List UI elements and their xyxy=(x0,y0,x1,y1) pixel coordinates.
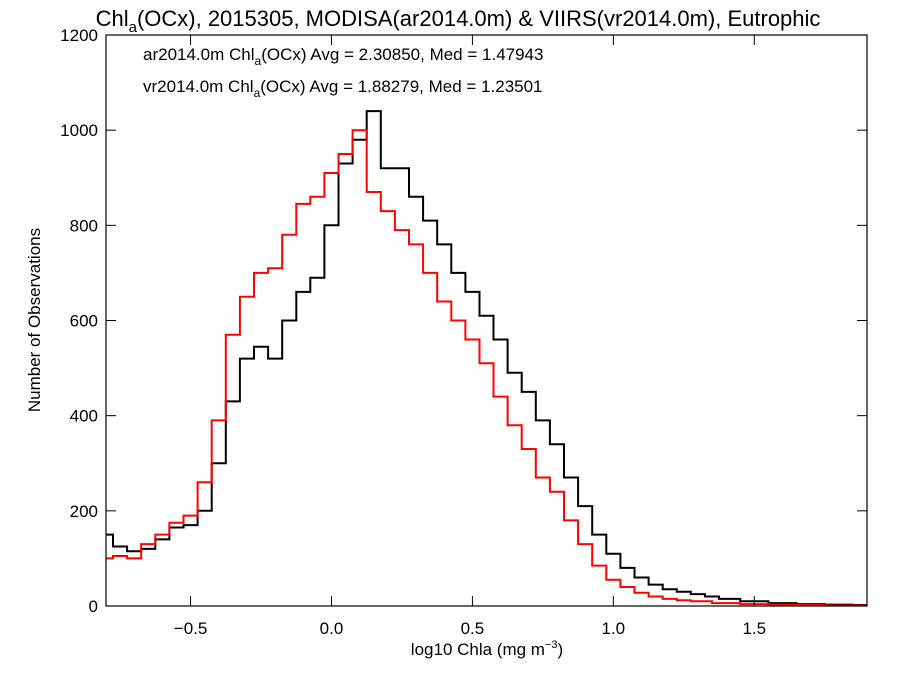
x-tick-label: 0.5 xyxy=(461,619,485,638)
y-tick-label: 0 xyxy=(89,597,98,616)
x-tick-label: −0.5 xyxy=(174,619,208,638)
chart-title: Chla(OCx), 2015305, MODISA(ar2014.0m) & … xyxy=(96,6,821,36)
ticks-layer: −0.5 0.0 0.5 1.0 1.5 0 200 400 600 800 1000 1200 xyxy=(60,26,867,638)
y-tick-label: 400 xyxy=(70,407,98,426)
y-axis-label: Number of Observations xyxy=(25,228,44,412)
y-tick-label: 800 xyxy=(70,216,98,235)
series-layer xyxy=(106,110,867,607)
y-tick-label: 1200 xyxy=(60,26,98,45)
series-line-0 xyxy=(106,110,867,606)
x-tick-label: 1.0 xyxy=(602,619,626,638)
y-tick-label: 600 xyxy=(70,312,98,331)
x-tick-label: 0.0 xyxy=(320,619,344,638)
series-line-1 xyxy=(106,129,867,607)
y-tick-label: 1000 xyxy=(60,121,98,140)
x-tick-label: 1.5 xyxy=(742,619,766,638)
red-series-stats-annotation: vr2014.0m Chla(OCx) Avg = 1.88279, Med =… xyxy=(143,77,543,100)
y-tick-label: 200 xyxy=(70,502,98,521)
x-axis-label: log10 Chla (mg m−3) xyxy=(411,639,563,659)
black-series-stats-annotation: ar2014.0m Chla(OCx) Avg = 2.30850, Med =… xyxy=(143,45,543,68)
